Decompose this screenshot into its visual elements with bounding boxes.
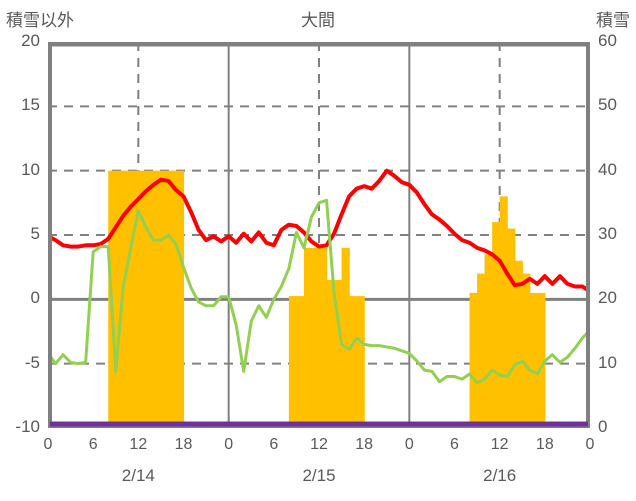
right-axis-tick: 10 — [598, 352, 617, 372]
bar-snow-depth — [326, 280, 335, 428]
bar-snow-depth — [153, 170, 162, 428]
x-axis-tick: 0 — [43, 436, 53, 453]
bar-snow-depth — [529, 292, 538, 428]
x-axis-tick: 12 — [129, 436, 148, 453]
x-axis-tick: 18 — [355, 436, 374, 453]
right-axis-unit-label: 積雪 — [596, 11, 630, 30]
bar-snow-depth — [477, 273, 486, 428]
x-axis-tick: 18 — [535, 436, 554, 453]
right-axis-tick: 40 — [598, 159, 617, 179]
x-axis-tick: 6 — [269, 436, 279, 453]
bar-snow-depth — [288, 296, 298, 428]
bar-snow-depth — [522, 273, 531, 428]
bar-snow-depth — [341, 247, 350, 428]
x-axis-tick: 12 — [490, 436, 509, 453]
bar-snow-depth — [334, 280, 343, 428]
x-axis-tick: 6 — [450, 436, 459, 453]
right-axis-tick: 50 — [598, 95, 617, 115]
bar-snow-depth — [130, 170, 139, 428]
bar-snow-depth — [499, 196, 508, 428]
x-axis-tick: 0 — [404, 436, 414, 453]
bar-snow-depth — [168, 170, 177, 428]
bar-snow-depth — [145, 170, 154, 428]
bar-snow-depth — [115, 170, 124, 428]
x-axis-date-label: 2/14 — [121, 466, 155, 485]
series-red-line — [48, 168, 590, 294]
right-axis-tick: 30 — [598, 224, 617, 243]
bar-snow-depth — [319, 247, 328, 428]
bar-snow-depth — [296, 296, 305, 428]
plot-area — [48, 42, 590, 428]
bar-snow-depth — [175, 170, 185, 428]
left-axis-tick: 0 — [30, 288, 40, 308]
x-axis-date-label: 2/15 — [302, 466, 336, 485]
bar-snow-depth — [507, 228, 516, 428]
x-axis-tick: 0 — [585, 436, 595, 453]
left-axis-tick: 20 — [21, 31, 40, 50]
x-axis-tick: 18 — [174, 436, 193, 453]
bar-snow-depth — [469, 292, 478, 428]
left-axis-tick: -10 — [15, 417, 40, 436]
x-axis-tick: 12 — [310, 436, 328, 453]
left-axis-tick: 15 — [21, 95, 40, 115]
right-axis-tick: 0 — [598, 417, 608, 436]
right-axis-tick: 60 — [598, 31, 617, 50]
left-axis-tick: 10 — [21, 159, 40, 179]
series-green-line — [48, 198, 590, 385]
left-axis-tick: -5 — [24, 352, 40, 372]
bar-snow-depth — [484, 254, 493, 428]
x-axis-date-label: 2/16 — [483, 466, 517, 485]
chart-title: 大間 — [301, 11, 335, 30]
bar-snow-depth — [303, 247, 313, 428]
bar-snow-depth — [311, 247, 320, 428]
bar-snow-depth — [514, 260, 523, 428]
bar-snow-depth — [138, 170, 147, 428]
left-axis-unit-label: 積雪以外 — [6, 11, 74, 30]
x-axis-tick: 6 — [88, 436, 98, 453]
bar-snow-depth — [537, 292, 546, 428]
x-axis-tick: 0 — [224, 436, 234, 453]
bar-snow-depth — [349, 296, 358, 428]
right-axis-tick: 20 — [598, 288, 617, 308]
bar-snow-depth — [123, 170, 132, 428]
left-axis-tick: 5 — [30, 224, 40, 243]
bar-snow-depth — [356, 296, 365, 428]
bar-snow-depth — [492, 222, 501, 428]
bar-snow-depth — [160, 170, 170, 428]
chart-svg — [48, 42, 590, 428]
